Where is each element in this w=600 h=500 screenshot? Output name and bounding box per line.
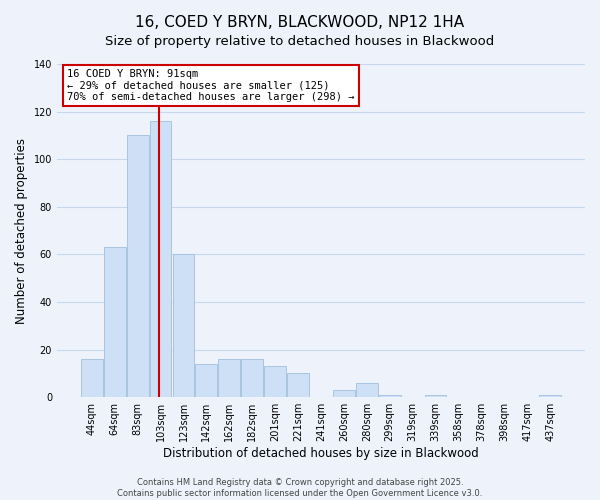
Bar — [81, 359, 103, 397]
Bar — [173, 254, 194, 397]
Bar — [196, 364, 217, 397]
Text: Contains HM Land Registry data © Crown copyright and database right 2025.
Contai: Contains HM Land Registry data © Crown c… — [118, 478, 482, 498]
Y-axis label: Number of detached properties: Number of detached properties — [15, 138, 28, 324]
Bar — [149, 121, 172, 397]
Bar — [264, 366, 286, 397]
X-axis label: Distribution of detached houses by size in Blackwood: Distribution of detached houses by size … — [163, 447, 479, 460]
Bar — [241, 359, 263, 397]
Bar — [356, 383, 377, 397]
Text: 16 COED Y BRYN: 91sqm
← 29% of detached houses are smaller (125)
70% of semi-det: 16 COED Y BRYN: 91sqm ← 29% of detached … — [67, 69, 355, 102]
Text: Size of property relative to detached houses in Blackwood: Size of property relative to detached ho… — [106, 35, 494, 48]
Bar — [379, 395, 401, 397]
Bar — [425, 395, 446, 397]
Bar — [539, 395, 561, 397]
Text: 16, COED Y BRYN, BLACKWOOD, NP12 1HA: 16, COED Y BRYN, BLACKWOOD, NP12 1HA — [136, 15, 464, 30]
Bar — [127, 136, 149, 397]
Bar — [333, 390, 355, 397]
Bar — [218, 359, 240, 397]
Bar — [104, 248, 125, 397]
Bar — [287, 374, 309, 397]
